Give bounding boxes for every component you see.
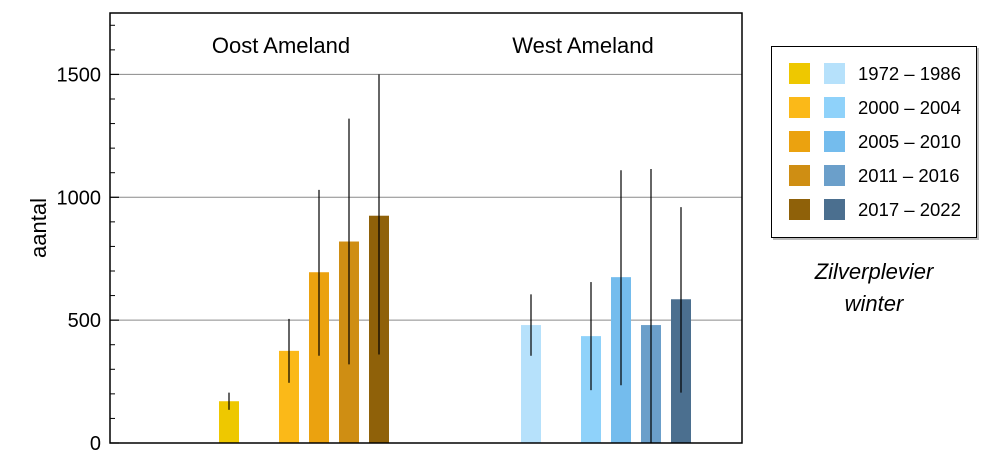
group-label-oost: Oost Ameland: [212, 33, 350, 58]
legend-label: 1972 – 1986: [858, 63, 961, 84]
legend-label: 2000 – 2004: [858, 97, 961, 118]
y-tick-labels: 0 500 1000 1500: [57, 64, 102, 452]
legend-swatch-west: [824, 97, 845, 118]
legend-item: 2017 – 2022: [772, 195, 976, 225]
y-tick-label: 1000: [57, 187, 102, 209]
legend-item: 1972 – 1986: [772, 59, 976, 89]
legend-item: 2000 – 2004: [772, 93, 976, 123]
legend-swatch-west: [824, 165, 845, 186]
axis-ticks: [110, 24, 119, 444]
y-tick-label: 500: [68, 310, 101, 332]
bar: [279, 350, 299, 443]
legend-item: 2005 – 2010: [772, 127, 976, 157]
bar: [309, 272, 329, 443]
error-bars: [228, 74, 682, 443]
group-label-west: West Ameland: [512, 33, 653, 58]
legend-swatch-oost: [789, 63, 810, 84]
y-tick-label: 0: [90, 433, 101, 452]
species-title: Zilverplevier: [814, 259, 934, 284]
legend-label: 2017 – 2022: [858, 199, 961, 220]
legend-label: 2005 – 2010: [858, 131, 961, 152]
legend-item: 2011 – 2016: [772, 161, 976, 191]
legend-swatch-oost: [789, 131, 810, 152]
legend-swatch-oost: [789, 199, 810, 220]
legend: 1972 – 1986 2000 – 2004 2005 – 2010 2011…: [771, 46, 977, 238]
bar: [219, 401, 239, 443]
bars: [219, 215, 691, 443]
legend-swatch-west: [824, 63, 845, 84]
species-season: winter: [844, 291, 904, 316]
grid-lines: [110, 73, 742, 321]
legend-swatch-west: [824, 131, 845, 152]
y-axis-label: aantal: [26, 198, 51, 258]
legend-swatch-oost: [789, 165, 810, 186]
y-tick-label: 1500: [57, 64, 102, 86]
legend-swatch-west: [824, 199, 845, 220]
legend-label: 2011 – 2016: [858, 165, 960, 186]
plot-frame: [109, 12, 743, 444]
legend-swatch-oost: [789, 97, 810, 118]
bar: [521, 325, 541, 443]
